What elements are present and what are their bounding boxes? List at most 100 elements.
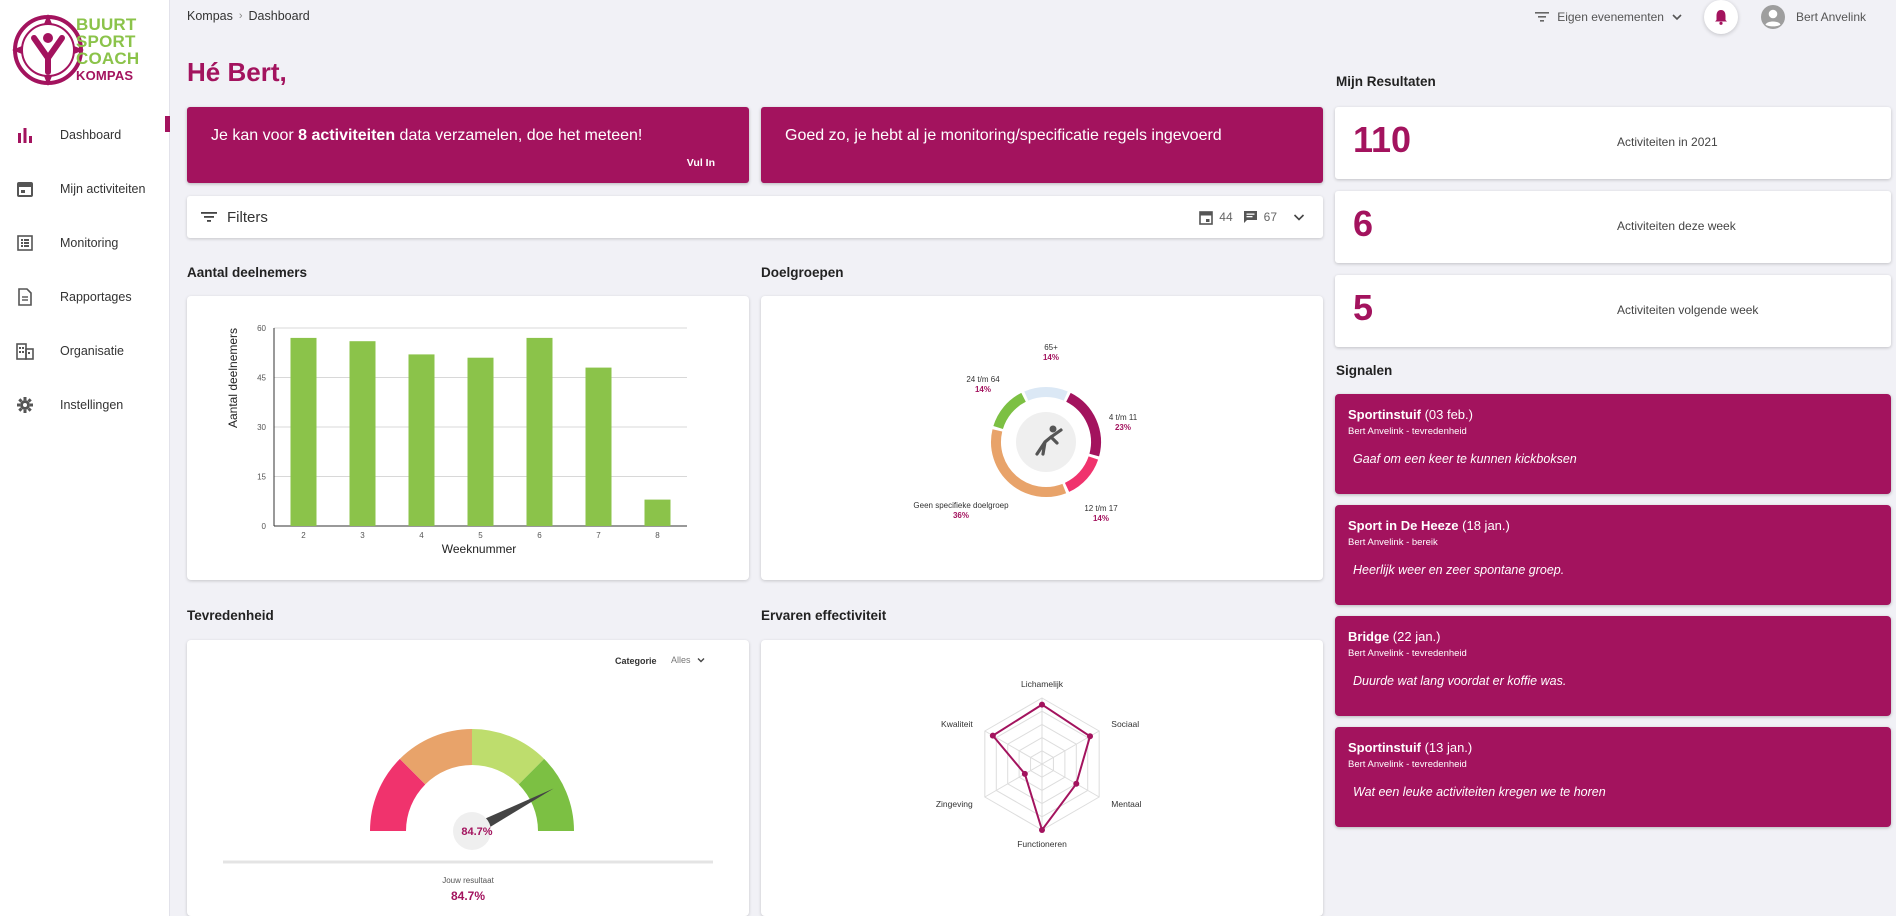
bar: [408, 354, 435, 526]
radar-point: [1087, 733, 1094, 740]
x-axis-label: Weeknummer: [442, 542, 516, 556]
logo-line: BUURT: [76, 15, 137, 34]
sidebar-item-monitoring[interactable]: Monitoring: [0, 216, 170, 270]
signal-meta: Bert Anvelink - tevredenheid: [1348, 759, 1467, 770]
filter-icon: [201, 211, 217, 223]
logo-text: BUURT SPORT COACH KOMPAS: [76, 16, 139, 84]
breadcrumb-root-link[interactable]: Kompas: [187, 9, 233, 23]
filters-panel[interactable]: Filters 44 67: [187, 196, 1323, 238]
radar-axis-label: Functioneren: [1017, 839, 1067, 849]
sidebar-item-dashboard[interactable]: Dashboard: [0, 108, 170, 162]
category-filter-label: Categorie: [615, 656, 657, 666]
avatar-icon: [1760, 5, 1785, 29]
satisfaction-chart-card: Categorie Alles 84.7% Jouw resultaat 84.…: [187, 640, 749, 916]
bar: [467, 357, 494, 526]
result-label: Activiteiten in 2021: [1617, 135, 1718, 149]
y-tick-label: 45: [257, 374, 266, 383]
y-axis-label: Aantal deelnemers: [226, 328, 240, 428]
banner-message: Je kan voor 8 activiteiten data verzamel…: [211, 127, 642, 145]
gauge-caption: Jouw resultaat: [442, 876, 494, 885]
y-tick-label: 0: [262, 522, 267, 531]
radar-point: [989, 732, 996, 739]
signal-card[interactable]: Sportinstuif (03 feb.) Bert Anvelink - t…: [1335, 394, 1891, 494]
bar: [526, 337, 553, 526]
section-title-satisfaction: Tevredenheid: [187, 608, 274, 623]
gauge-band: [370, 758, 426, 831]
signal-date: (22 jan.): [1392, 629, 1441, 644]
chevron-down-icon: [1672, 14, 1682, 21]
effectiveness-chart-card: Lichamelijk Sociaal Mentaal Functioneren Zin…: [761, 640, 1323, 916]
category-filter-value: Alles: [671, 655, 691, 665]
comment-icon: [1243, 211, 1257, 223]
user-menu[interactable]: Bert Anvelink: [1760, 4, 1866, 30]
compass-logo-icon: [12, 14, 84, 86]
radar-point: [1039, 701, 1045, 708]
signal-quote: Heerlijk weer en zeer spontane groep.: [1353, 563, 1565, 577]
slice-percent: 23%: [1115, 423, 1131, 432]
gauge-band: [472, 729, 545, 785]
signal-meta: Bert Anvelink - tevredenheid: [1348, 426, 1467, 437]
result-label: Activiteiten volgende week: [1617, 303, 1759, 317]
data-collection-banner: Je kan voor 8 activiteiten data verzamel…: [187, 107, 749, 183]
bar: [349, 341, 376, 526]
sidebar-item-organisatie[interactable]: Organisatie: [0, 324, 170, 378]
slice-label: 24 t/m 64: [966, 375, 1000, 384]
chevron-down-icon[interactable]: [1293, 212, 1305, 222]
gear-icon: [14, 394, 36, 416]
gauge-value-label: 84.7%: [461, 826, 492, 838]
slice-percent: 14%: [1043, 353, 1059, 362]
section-title-results: Mijn Resultaten: [1336, 74, 1436, 89]
radar-axis-label: Zingeving: [936, 799, 973, 809]
slice-percent: 14%: [1093, 514, 1109, 523]
bell-icon: [1714, 10, 1727, 25]
signal-meta: Bert Anvelink - bereik: [1348, 537, 1438, 548]
slice-label: 65+: [1044, 343, 1058, 352]
signal-card[interactable]: Sport in De Heeze (18 jan.) Bert Anvelin…: [1335, 505, 1891, 605]
breadcrumb: Kompas › Dashboard: [187, 9, 310, 23]
signal-date: (18 jan.): [1462, 518, 1510, 533]
monitoring-complete-banner: Goed zo, je hebt al je monitoring/specif…: [761, 107, 1323, 183]
sidebar-item-label: Organisatie: [60, 344, 124, 358]
x-tick-label: 5: [478, 531, 483, 540]
donut-slice: [993, 392, 1027, 430]
signal-date: (03 feb.): [1424, 407, 1473, 422]
x-tick-label: 8: [655, 531, 660, 540]
bar: [585, 367, 612, 526]
result-number: 5: [1353, 287, 1374, 328]
building-icon: [14, 340, 36, 362]
slice-label: 12 t/m 17: [1084, 504, 1118, 513]
radar-axis-label: Mentaal: [1111, 799, 1141, 809]
banner-text-prefix: Je kan voor: [211, 127, 299, 144]
logo-line: SPORT: [76, 32, 136, 51]
user-name: Bert Anvelink: [1795, 10, 1866, 24]
x-tick-label: 4: [419, 531, 424, 540]
signal-card[interactable]: Bridge (22 jan.) Bert Anvelink - tevrede…: [1335, 616, 1891, 716]
signal-title: Sportinstuif: [1348, 740, 1421, 755]
gauge-result-value: 84.7%: [451, 889, 485, 903]
signal-card[interactable]: Sportinstuif (13 jan.) Bert Anvelink - t…: [1335, 727, 1891, 827]
calendar-icon: [14, 178, 36, 200]
events-filter-dropdown[interactable]: Eigen evenementen: [1535, 10, 1682, 24]
satisfaction-gauge: 84.7% Jouw resultaat 84.7%: [223, 729, 713, 903]
sidebar-item-instellingen[interactable]: Instellingen: [0, 378, 170, 432]
signal-title: Bridge: [1348, 629, 1390, 644]
fill-in-button[interactable]: Vul In: [686, 157, 715, 169]
sidebar-item-mijn-activiteiten[interactable]: Mijn activiteiten: [0, 162, 170, 216]
signal-quote: Wat een leuke activiteiten kregen we te …: [1353, 785, 1606, 799]
result-card: 6 Activiteiten deze week: [1335, 191, 1891, 263]
sidebar-item-rapportages[interactable]: Rapportages: [0, 270, 170, 324]
section-title-participants: Aantal deelnemers: [187, 265, 308, 280]
notifications-button[interactable]: [1703, 0, 1738, 34]
donut-slice: [1024, 387, 1068, 401]
filter-icon: [1535, 12, 1550, 22]
bar: [644, 499, 671, 526]
gauge-needle: [469, 788, 554, 837]
category-filter-select[interactable]: Alles: [671, 655, 705, 665]
radar-point: [1021, 770, 1028, 777]
logo[interactable]: [12, 14, 152, 86]
participants-chart-card: Aantal deelnemers Weeknummer 0 15 30 45 60 2…: [187, 296, 749, 580]
chevron-down-icon: [697, 658, 705, 663]
radar-spoke: [1041, 763, 1100, 798]
